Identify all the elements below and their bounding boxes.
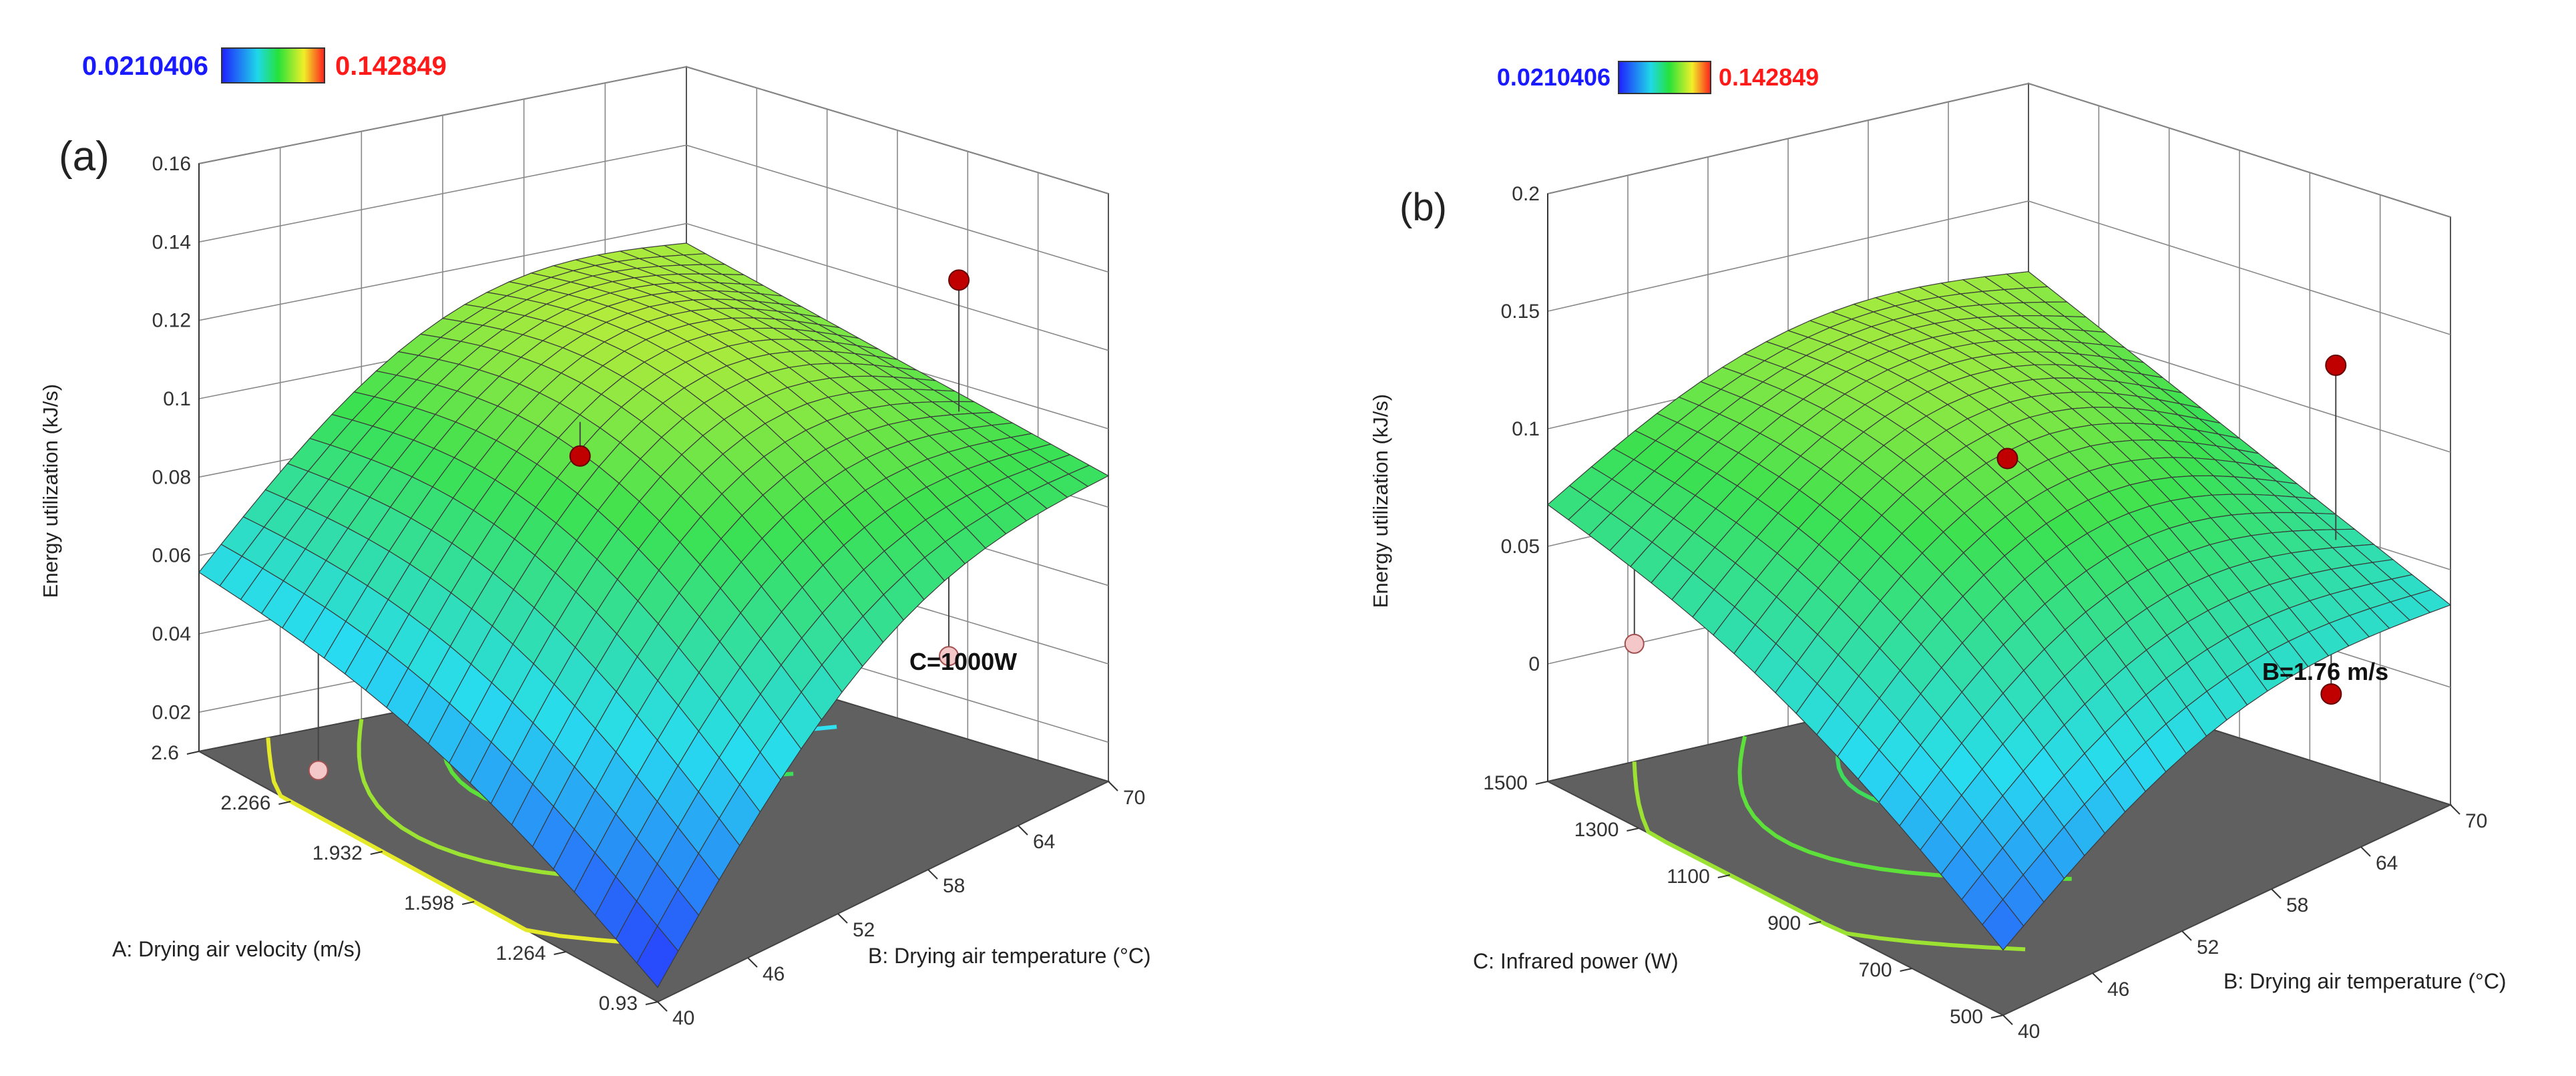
panel-a-label: (a) bbox=[59, 134, 110, 180]
x-tick-label: 1.264 bbox=[496, 942, 546, 964]
x-tick-label: 700 bbox=[1859, 959, 1892, 981]
design-point-above bbox=[1996, 447, 2018, 470]
x-tick bbox=[370, 851, 383, 855]
x-tick bbox=[1990, 1015, 2004, 1019]
z-tick-label: 0.1 bbox=[163, 388, 191, 410]
x-tick bbox=[186, 751, 200, 755]
x-tick bbox=[1808, 921, 1821, 925]
x-tick-label: 1500 bbox=[1483, 772, 1528, 794]
y-tick bbox=[2360, 846, 2371, 857]
y-tick-label: 70 bbox=[1123, 787, 1145, 809]
x-tick-label: 1300 bbox=[1574, 819, 1619, 841]
x-tick bbox=[278, 801, 291, 805]
x-tick bbox=[1535, 781, 1548, 785]
panel-a-colorbar-max: 0.142849 bbox=[335, 51, 447, 81]
y-tick bbox=[1108, 781, 1118, 791]
response-surface bbox=[1547, 271, 2452, 951]
z-tick-label: 0.1 bbox=[1512, 418, 1540, 440]
y-tick bbox=[2271, 888, 2282, 899]
surface-cell bbox=[636, 925, 679, 989]
y-tick-label: 58 bbox=[2286, 894, 2308, 916]
panel-b-plot: 15004013004611005290058700645007000.050.… bbox=[1483, 82, 2487, 1043]
x-tick bbox=[461, 901, 475, 905]
y-tick bbox=[2181, 930, 2192, 941]
panel-b-colorbar-max: 0.142849 bbox=[1719, 63, 1819, 91]
x-tick-label: 1.598 bbox=[404, 892, 454, 914]
z-tick-label: 0.02 bbox=[152, 701, 191, 723]
x-tick bbox=[1627, 828, 1639, 832]
z-tick-label: 0.2 bbox=[1512, 183, 1540, 205]
panel-a-x-axis-label: A: Drying air velocity (m/s) bbox=[112, 937, 361, 961]
design-point-above bbox=[569, 445, 591, 467]
x-tick-label: 900 bbox=[1767, 912, 1801, 934]
y-tick-label: 46 bbox=[2107, 978, 2129, 1001]
design-point-below bbox=[939, 646, 959, 667]
x-tick bbox=[1900, 968, 1912, 972]
z-tick-label: 0.12 bbox=[152, 310, 191, 332]
z-tick-label: 0.05 bbox=[1501, 536, 1540, 558]
y-tick bbox=[747, 957, 758, 968]
y-tick bbox=[657, 1001, 668, 1012]
x-tick bbox=[554, 951, 566, 955]
z-tick-label: 0.04 bbox=[152, 623, 191, 645]
y-tick bbox=[2450, 804, 2460, 815]
x-tick bbox=[1717, 874, 1731, 878]
panel-a-colorbar bbox=[221, 47, 325, 83]
panel-b-x-axis-label: C: Infrared power (W) bbox=[1473, 949, 1679, 973]
y-tick bbox=[1018, 825, 1028, 836]
y-tick-label: 64 bbox=[1033, 831, 1055, 853]
x-tick-label: 0.93 bbox=[599, 993, 638, 1015]
x-tick-label: 1.932 bbox=[312, 842, 363, 864]
panel-b-colorbar bbox=[1618, 61, 1711, 94]
y-tick-label: 40 bbox=[672, 1007, 694, 1029]
x-tick-label: 2.6 bbox=[151, 742, 179, 764]
z-tick-label: 0 bbox=[1528, 653, 1540, 675]
response-surface bbox=[198, 242, 1110, 989]
panel-a-plot: 2.6 40 2.266 46 1.932 52 1.598 58 1.264 64 0.93 70 0… bbox=[151, 65, 1145, 1029]
design-point-below bbox=[1624, 633, 1645, 654]
y-tick-label: 70 bbox=[2465, 810, 2487, 832]
panel-b-y-axis-label: B: Drying air temperature (°C) bbox=[2223, 969, 2507, 993]
y-tick bbox=[837, 913, 848, 924]
y-tick bbox=[927, 869, 938, 880]
panel-b-annotation: B=1.76 m/s bbox=[2262, 658, 2388, 685]
y-tick-label: 52 bbox=[2197, 936, 2219, 958]
y-tick-label: 40 bbox=[2018, 1021, 2040, 1043]
panel-b: (b) 0.0210406 0.142849 1500 40 1300 46 1100 5… bbox=[1369, 61, 2507, 1043]
y-tick-label: 64 bbox=[2376, 852, 2398, 874]
z-tick-label: 0.08 bbox=[152, 466, 191, 488]
panel-a-colorbar-min: 0.0210406 bbox=[82, 51, 208, 81]
panel-a: (a) 0.0210406 0.142849 2.6 40 2.266 46 1.932… bbox=[39, 47, 1151, 1029]
floor-contour bbox=[1632, 761, 2026, 952]
panel-a-annotation: C=1000W bbox=[909, 648, 1017, 675]
floor-contour bbox=[266, 737, 673, 948]
y-tick bbox=[2002, 1015, 2013, 1025]
panel-a-z-axis-label: Energy utilization (kJ/s) bbox=[39, 384, 62, 598]
y-tick bbox=[2092, 972, 2103, 983]
surface-cell bbox=[1982, 898, 2024, 951]
panel-b-colorbar-min: 0.0210406 bbox=[1497, 63, 1611, 91]
x-tick bbox=[645, 1001, 658, 1005]
design-point-above bbox=[948, 269, 970, 291]
z-tick-label: 0.16 bbox=[152, 153, 191, 175]
design-point-below bbox=[308, 760, 329, 781]
panel-a-y-axis-label: B: Drying air temperature (°C) bbox=[868, 944, 1151, 968]
panel-b-z-axis-label: Energy utilization (kJ/s) bbox=[1369, 394, 1392, 608]
y-tick-label: 52 bbox=[853, 919, 875, 941]
y-tick-label: 46 bbox=[763, 963, 785, 985]
x-tick-label: 2.266 bbox=[220, 792, 270, 814]
x-tick-label: 1100 bbox=[1667, 866, 1710, 888]
design-point-above bbox=[2325, 354, 2347, 376]
z-tick-label: 0.14 bbox=[152, 231, 191, 253]
y-tick-label: 58 bbox=[943, 875, 965, 897]
z-tick-label: 0.06 bbox=[152, 545, 191, 567]
x-tick-label: 500 bbox=[1950, 1006, 1983, 1028]
panel-b-label: (b) bbox=[1400, 186, 1447, 229]
z-tick-label: 0.15 bbox=[1501, 301, 1540, 323]
design-point-above bbox=[2320, 683, 2342, 705]
